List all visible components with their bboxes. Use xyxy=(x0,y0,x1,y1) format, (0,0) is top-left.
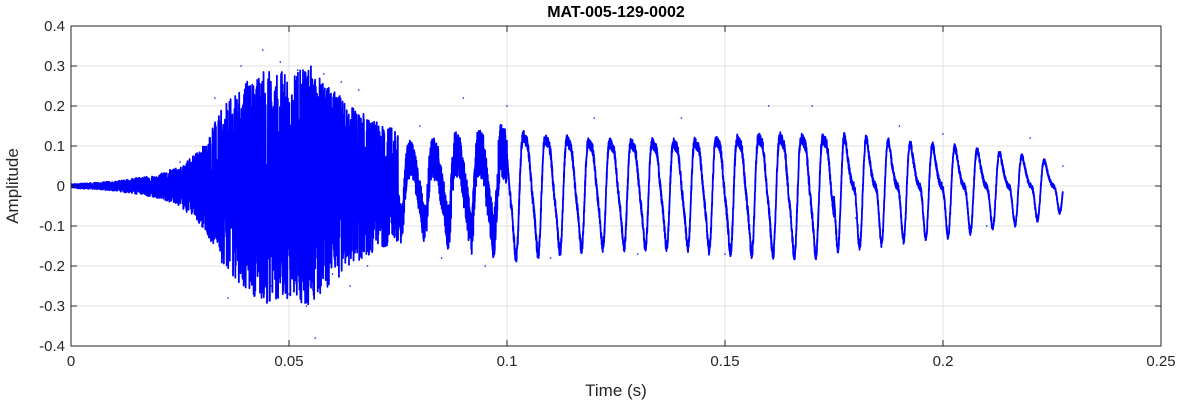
sample-point xyxy=(340,81,343,83)
sample-point xyxy=(484,265,487,267)
sample-point xyxy=(305,305,308,307)
sample-point xyxy=(593,117,595,119)
sample-point xyxy=(349,285,351,287)
sample-point xyxy=(314,337,316,339)
sample-point xyxy=(279,61,282,63)
sample-point xyxy=(1062,165,1064,167)
sample-point xyxy=(375,125,378,127)
y-tick-label: -0.2 xyxy=(39,258,65,275)
sample-point xyxy=(262,49,264,51)
x-tick-label: 0.05 xyxy=(274,353,303,370)
sample-point xyxy=(157,197,159,199)
sample-point xyxy=(384,241,386,243)
sample-point xyxy=(549,257,552,259)
y-tick-label: 0.4 xyxy=(44,18,65,35)
waveform-line xyxy=(71,65,1064,306)
sample-point xyxy=(767,105,770,107)
x-tick-label: 0.25 xyxy=(1146,353,1175,370)
y-tick-label: 0 xyxy=(57,178,65,195)
sample-point xyxy=(253,289,255,291)
sample-point xyxy=(240,65,242,67)
sample-point xyxy=(113,189,116,191)
x-tick-label: 0.1 xyxy=(497,353,518,370)
data-series xyxy=(71,49,1064,339)
sample-point xyxy=(985,225,988,227)
sample-point xyxy=(227,297,229,299)
x-axis: 0 0.05 0.1 0.15 0.2 0.25 xyxy=(67,26,1176,370)
x-tick-label: 0 xyxy=(67,353,75,370)
sample-point xyxy=(462,97,465,99)
sample-point xyxy=(942,133,944,135)
sample-point xyxy=(179,161,181,163)
sample-point xyxy=(323,73,325,75)
sample-point xyxy=(270,285,273,287)
y-tick-label: -0.4 xyxy=(39,338,65,355)
sample-point xyxy=(357,89,360,91)
sample-point xyxy=(855,217,857,219)
y-tick-label: -0.3 xyxy=(39,298,65,315)
y-tick-label: -0.1 xyxy=(39,218,65,235)
sample-point xyxy=(296,69,299,71)
sample-point xyxy=(637,253,639,255)
x-tick-label: 0.2 xyxy=(933,353,954,370)
sample-point xyxy=(135,177,138,179)
sample-point xyxy=(419,125,421,127)
y-tick-label: 0.1 xyxy=(44,138,65,155)
sample-point xyxy=(201,225,203,227)
sample-point xyxy=(1029,137,1031,139)
sample-point xyxy=(288,293,290,295)
sample-point xyxy=(898,125,901,127)
y-axis: -0.4 -0.3 -0.2 -0.1 0 0.1 0.2 0.3 0.4 xyxy=(39,18,1161,355)
sample-point xyxy=(331,273,334,275)
sample-point xyxy=(366,265,369,267)
x-axis-title: Time (s) xyxy=(585,381,647,400)
chart-title: MAT-005-129-0002 xyxy=(547,4,685,21)
x-tick-label: 0.15 xyxy=(710,353,739,370)
sample-point xyxy=(724,253,726,255)
sample-point xyxy=(92,183,94,185)
sample-point xyxy=(214,97,216,99)
sample-point xyxy=(397,137,399,139)
sample-point xyxy=(811,105,813,107)
y-tick-label: 0.3 xyxy=(44,58,65,75)
y-tick-label: 0.2 xyxy=(44,98,65,115)
sample-point xyxy=(680,117,683,119)
sample-point xyxy=(440,257,443,259)
y-axis-title: Amplitude xyxy=(3,148,22,224)
sample-point xyxy=(506,105,508,107)
